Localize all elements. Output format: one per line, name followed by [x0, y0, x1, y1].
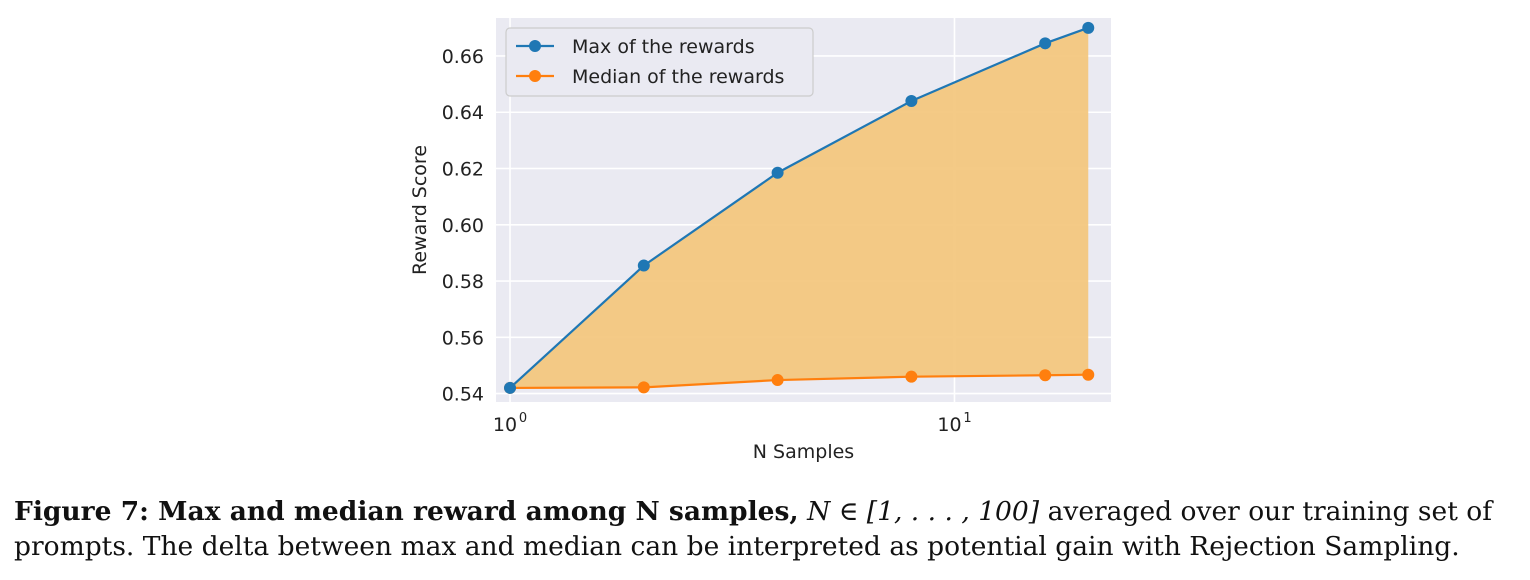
data-point-max — [905, 94, 918, 107]
data-point-median — [1039, 369, 1052, 382]
data-point-max — [1082, 21, 1095, 34]
caption-label: Figure 7: Max and median reward among N … — [14, 496, 799, 527]
x-tick-label: 10 — [937, 414, 961, 436]
data-point-median — [637, 381, 650, 394]
y-tick-label: 0.62 — [442, 159, 484, 181]
data-point-median — [771, 374, 784, 387]
x-tick-label: 10 — [493, 414, 517, 436]
y-tick-label: 0.58 — [442, 271, 484, 293]
caption-line-1: Figure 7: Max and median reward among N … — [14, 494, 1524, 529]
caption-line1-rest: averaged over our training set of — [1047, 496, 1493, 527]
y-axis-label: Reward Score — [409, 145, 431, 275]
legend-label-max: Max of the rewards — [572, 36, 755, 58]
data-point-max — [504, 381, 517, 394]
caption-line-2: prompts. The delta between max and media… — [14, 531, 1460, 562]
legend: Max of the rewards Median of the rewards — [505, 27, 814, 97]
caption-math: N ∈ [1, . . . , 100] — [807, 496, 1040, 527]
legend-marker-dot-median — [529, 70, 541, 82]
series-layer — [504, 21, 1095, 394]
data-point-max — [637, 259, 650, 272]
y-tick-label: 0.64 — [442, 102, 484, 124]
fill-between-polygon — [510, 27, 1089, 388]
data-point-max — [771, 166, 784, 179]
series-line-median — [510, 373, 1089, 390]
y-tick-label: 0.56 — [442, 327, 484, 349]
fill-between-area — [510, 27, 1089, 388]
y-tick-label: 0.66 — [442, 46, 484, 68]
data-point-median — [1082, 368, 1095, 381]
legend-label-median: Median of the rewards — [572, 66, 784, 88]
series-line-max — [509, 26, 1089, 389]
x-tick-exponent: 0 — [519, 411, 527, 426]
x-tick-exponent: 1 — [963, 411, 971, 426]
legend-marker-dot-max — [529, 40, 541, 52]
data-point-max — [1039, 37, 1052, 50]
data-point-median — [905, 370, 918, 383]
legend-box — [505, 27, 814, 97]
figure-caption: Figure 7: Max and median reward among N … — [14, 494, 1524, 564]
y-tick-label: 0.54 — [442, 384, 484, 406]
y-tick-label: 0.60 — [442, 215, 484, 237]
x-axis-label: N Samples — [753, 441, 854, 463]
